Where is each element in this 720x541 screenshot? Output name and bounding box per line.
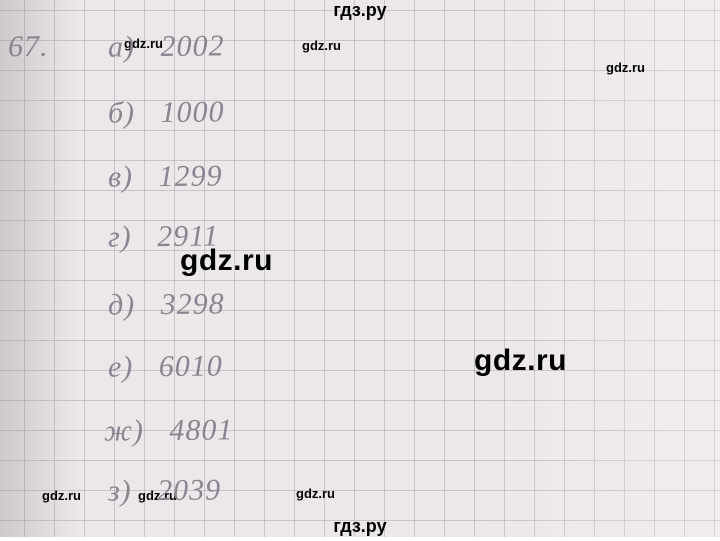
- answer-row: з) 2039: [108, 473, 222, 508]
- answer-label: д): [108, 288, 136, 321]
- answer-label: з): [108, 474, 132, 507]
- answer-value: 4801: [169, 413, 233, 447]
- answer-label: г): [108, 220, 132, 253]
- page-footer: гдз.ру: [0, 511, 720, 537]
- answer-row: д) 3298: [108, 287, 225, 322]
- graph-paper-background: [0, 0, 720, 537]
- answer-row: ж) 4801: [104, 413, 234, 448]
- answer-label: а): [108, 30, 135, 63]
- brand-footer: гдз.ру: [333, 516, 386, 536]
- answer-row: е) 6010: [108, 349, 223, 384]
- answer-value: 3298: [160, 287, 224, 321]
- problem-number: 67.: [8, 30, 49, 64]
- page-header: гдз.ру: [0, 0, 720, 26]
- answer-row: б) 1000: [108, 95, 225, 130]
- answer-label: в): [108, 160, 133, 193]
- answer-row: а) 2002: [108, 29, 225, 64]
- answer-value: 2039: [157, 473, 221, 507]
- answer-value: 2002: [160, 29, 224, 63]
- answer-row: г) 2911: [108, 219, 219, 254]
- brand-header: гдз.ру: [333, 0, 386, 20]
- answer-row: в) 1299: [108, 159, 223, 194]
- answer-value: 1000: [160, 95, 224, 129]
- answer-value: 2911: [157, 219, 219, 253]
- answer-value: 1299: [158, 159, 222, 193]
- answer-label: б): [108, 96, 135, 129]
- answer-label: е): [108, 350, 134, 383]
- answer-value: 6010: [159, 349, 223, 383]
- answer-label: ж): [104, 414, 144, 447]
